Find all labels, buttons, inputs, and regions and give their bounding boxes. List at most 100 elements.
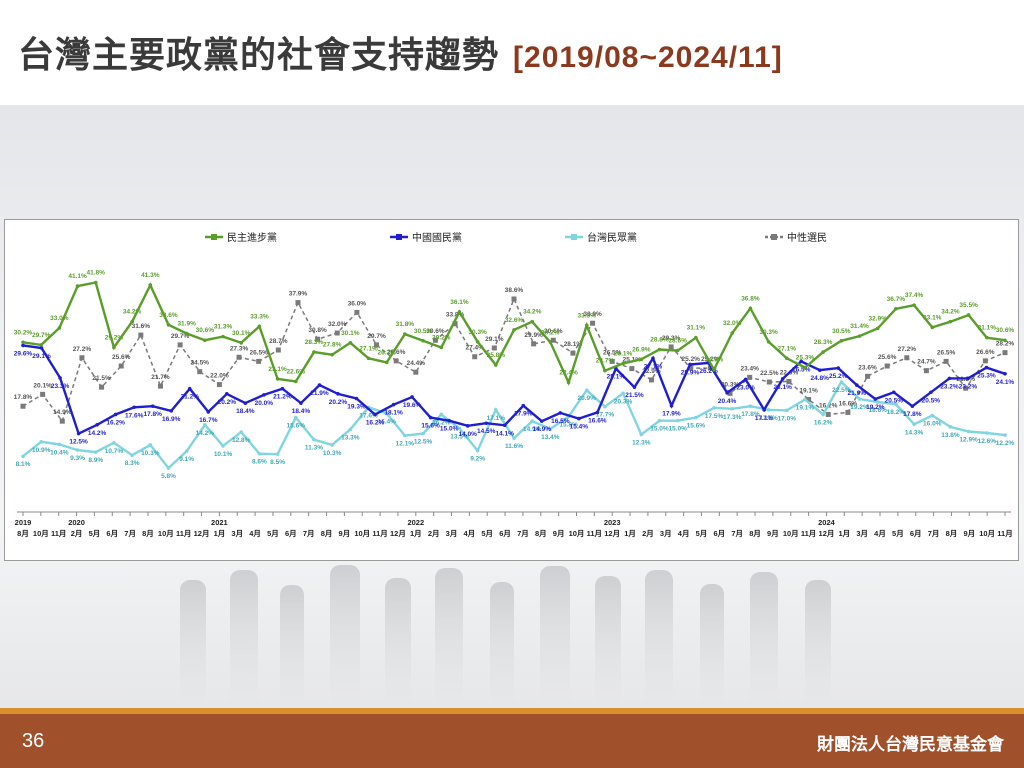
x-tick-label-month: 10月 xyxy=(569,529,585,538)
data-label-dpp: 35.5% xyxy=(959,302,978,309)
data-point-neutral xyxy=(786,378,792,384)
data-label-neutral: 22.5% xyxy=(760,370,779,377)
data-point-tpp xyxy=(403,433,407,438)
legend-item-tpp: 台灣民眾黨 xyxy=(565,231,637,244)
data-point-tpp xyxy=(75,448,80,452)
data-point-kmt xyxy=(447,418,451,423)
data-point-dpp xyxy=(966,313,971,317)
data-point-dpp xyxy=(293,379,298,384)
data-point-dpp xyxy=(366,356,371,361)
data-point-kmt xyxy=(225,392,229,396)
data-point-neutral xyxy=(432,337,438,343)
data-label-kmt: 25.2% xyxy=(829,373,848,380)
data-label-kmt: 29.6% xyxy=(14,350,33,357)
data-point-kmt xyxy=(428,415,433,420)
data-point-dpp xyxy=(839,338,844,343)
x-tick-label-month: 11月 xyxy=(801,529,816,538)
data-point-tpp xyxy=(766,408,771,412)
party-support-line-chart: 民主進步黨 中國國民黨 台灣民眾黨 中性選民 17.8%20.1%14.9%27.2%… xyxy=(14,231,1015,538)
data-point-kmt xyxy=(743,377,748,382)
data-label-kmt: 16.7% xyxy=(199,417,218,424)
data-label-dpp: 25.8% xyxy=(487,352,506,359)
data-point-kmt xyxy=(391,402,396,407)
footer-bar: 36 財團法人台灣民意基金會 xyxy=(0,714,1024,768)
data-point-kmt xyxy=(577,416,581,421)
x-tick-label-month: 11月 xyxy=(51,529,66,538)
data-point-kmt xyxy=(817,368,822,372)
data-point-dpp xyxy=(912,303,916,307)
data-label-dpp: 33.6% xyxy=(159,312,178,319)
data-label-dpp: 33.0% xyxy=(50,315,69,322)
x-tick-label-month: 4月 xyxy=(678,529,690,538)
data-label-neutral: 20.3% xyxy=(721,381,740,388)
data-point-neutral xyxy=(393,358,399,364)
data-point-kmt xyxy=(558,411,563,415)
data-label-kmt: 25.3% xyxy=(977,373,996,380)
data-label-tpp: 20.9% xyxy=(578,395,597,402)
data-point-neutral xyxy=(570,350,576,356)
data-point-kmt xyxy=(873,397,878,401)
x-tick-label-month: 8月 xyxy=(535,529,547,538)
data-point-tpp xyxy=(639,432,644,437)
title-date-range: [2019/08~2024/11] xyxy=(513,41,783,74)
data-label-dpp: 30.5% xyxy=(414,328,433,335)
data-point-tpp xyxy=(694,415,698,420)
data-point-neutral xyxy=(511,296,517,302)
data-point-kmt xyxy=(947,376,952,381)
data-label-neutral: 20.1% xyxy=(33,382,52,389)
data-point-dpp xyxy=(584,323,589,328)
data-label-neutral: 26.6% xyxy=(976,349,995,356)
data-label-dpp: 24.7% xyxy=(596,358,615,365)
data-point-neutral xyxy=(452,321,458,327)
data-label-dpp: 30.2% xyxy=(14,329,33,336)
x-tick-label-month: 11月 xyxy=(997,529,1012,538)
data-label-neutral: 25.1% xyxy=(623,357,642,364)
data-point-dpp xyxy=(475,339,480,344)
data-label-kmt: 19.2% xyxy=(866,404,885,411)
data-label-dpp: 30.1% xyxy=(341,330,360,337)
data-point-dpp xyxy=(148,283,153,287)
data-label-tpp: 16.4% xyxy=(377,418,396,425)
data-label-tpp: 10.9% xyxy=(32,447,51,454)
x-tick-label-month: 3月 xyxy=(231,529,243,538)
data-label-tpp: 14.3% xyxy=(905,429,924,436)
data-label-tpp: 17.1% xyxy=(487,415,506,422)
data-label-kmt: 14.2% xyxy=(88,430,107,437)
data-point-tpp xyxy=(184,449,189,453)
data-label-tpp: 10.7% xyxy=(105,448,124,455)
data-label-dpp: 25.3% xyxy=(796,355,815,362)
data-point-neutral xyxy=(590,320,596,326)
data-point-kmt xyxy=(280,386,285,391)
data-label-kmt: 17.6% xyxy=(125,412,144,419)
data-label-kmt: 16.2% xyxy=(106,419,125,426)
data-label-tpp: 18.6% xyxy=(868,407,887,414)
data-point-kmt xyxy=(373,412,377,417)
x-tick-label-month: 1月 xyxy=(214,529,226,538)
data-label-dpp: 41.3% xyxy=(141,272,160,279)
data-point-dpp xyxy=(694,335,698,340)
data-label-tpp: 17.6% xyxy=(359,412,378,419)
data-point-tpp xyxy=(275,452,280,456)
data-point-neutral xyxy=(197,369,203,375)
data-label-kmt: 21.2% xyxy=(273,394,292,401)
x-tick-label-month: 11月 xyxy=(176,529,191,538)
data-point-kmt xyxy=(113,412,118,417)
data-point-dpp xyxy=(803,365,807,370)
legend-label: 中性選民 xyxy=(787,231,827,244)
data-point-kmt xyxy=(929,390,933,395)
data-label-dpp: 41.8% xyxy=(87,269,106,276)
data-label-tpp: 12.6% xyxy=(978,438,997,445)
data-label-neutral: 24.5% xyxy=(191,360,210,367)
data-label-kmt: 16.5% xyxy=(551,418,570,425)
data-point-neutral xyxy=(904,355,910,361)
data-label-neutral: 38.6% xyxy=(505,287,524,294)
data-label-dpp: 33.5% xyxy=(578,312,597,319)
x-tick-label-month: 12月 xyxy=(604,529,620,538)
data-label-tpp: 19.2% xyxy=(850,404,869,411)
data-label-dpp: 29.7% xyxy=(32,332,51,339)
data-label-tpp: 12.1% xyxy=(396,441,415,448)
x-tick-label-month: 2月 xyxy=(71,529,83,538)
data-point-dpp xyxy=(312,350,316,354)
x-tick-label-month: 11月 xyxy=(587,529,602,538)
data-point-tpp xyxy=(548,427,553,431)
